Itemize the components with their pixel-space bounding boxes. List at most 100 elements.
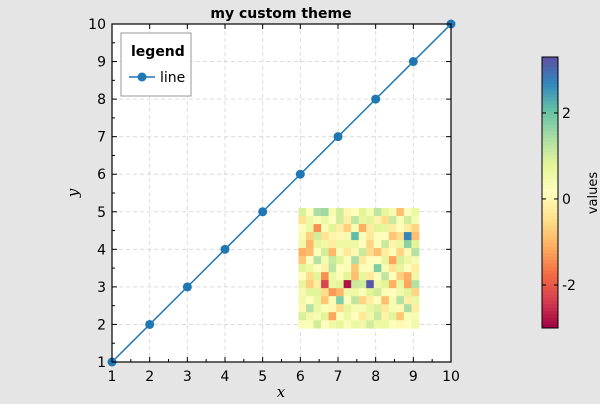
heatmap-cell — [411, 288, 420, 297]
data-point — [333, 132, 343, 142]
heatmap-cell — [321, 320, 329, 329]
colorbar-segment — [542, 185, 558, 190]
heatmap-cell — [351, 320, 360, 329]
heatmap-cell — [351, 240, 360, 249]
heatmap-cell — [305, 264, 314, 273]
heatmap-cell — [313, 280, 322, 289]
heatmap-cell — [411, 304, 420, 313]
colorbar: 2 0 -2 — [541, 56, 576, 329]
heatmap-cell — [396, 224, 405, 233]
heatmap-cell — [328, 224, 337, 233]
heatmap-cell — [343, 216, 352, 225]
heatmap-cell — [351, 208, 360, 217]
heatmap-cell — [381, 208, 390, 217]
heatmap-cell — [381, 240, 390, 249]
colorbar-label: values — [586, 172, 600, 215]
heatmap-cell — [313, 296, 322, 305]
heatmap-cell — [358, 272, 367, 281]
heatmap-cell — [403, 216, 412, 225]
colorbar-segment — [542, 239, 558, 244]
legend-marker — [137, 72, 147, 82]
legend-title: legend — [131, 44, 185, 60]
heatmap-cell — [358, 256, 367, 265]
y-tick-label: 4 — [97, 242, 106, 258]
heatmap-cell — [313, 208, 322, 217]
colorbar-segment — [542, 206, 558, 210]
heatmap-cell — [381, 248, 390, 257]
heatmap-cell — [396, 312, 405, 321]
heatmap-cell — [366, 296, 375, 305]
heatmap-cell — [305, 216, 314, 225]
legend: legend line — [120, 32, 192, 97]
heatmap-cell — [403, 296, 412, 305]
heatmap-cell — [396, 232, 405, 241]
heatmap-cell — [328, 240, 337, 249]
heatmap-cell — [411, 296, 420, 305]
heatmap-cell — [396, 272, 405, 281]
colorbar-tick-label: -2 — [562, 278, 576, 294]
y-tick-label: 3 — [97, 280, 106, 296]
heatmap-cell — [403, 240, 412, 249]
heatmap-cell — [343, 264, 352, 273]
legend-entry-line: line — [160, 70, 185, 86]
heatmap-cell — [358, 216, 367, 225]
heatmap-cell — [396, 288, 405, 297]
heatmap-cell — [388, 248, 397, 257]
colorbar-segment — [542, 267, 558, 271]
colorbar-segment — [542, 94, 558, 99]
colorbar-segment — [542, 246, 558, 251]
heatmap-cell — [298, 312, 307, 321]
heatmap-cell — [373, 248, 382, 257]
heatmap-cell — [373, 304, 382, 313]
heatmap-cell — [388, 224, 397, 233]
heatmap-cell — [336, 320, 345, 329]
heatmap-cell — [305, 296, 314, 305]
colorbar-segment — [542, 178, 558, 183]
colorbar-segment — [542, 209, 558, 214]
heatmap-cell — [373, 224, 382, 233]
heatmap-cell — [351, 248, 360, 257]
heatmap-cell — [388, 240, 397, 249]
colorbar-segment — [542, 297, 558, 302]
heatmap-cell — [373, 256, 382, 265]
heatmap-cell — [313, 256, 322, 265]
heatmap-cell — [298, 208, 307, 217]
heatmap-cell — [358, 296, 367, 305]
heatmap-cell — [381, 216, 390, 225]
x-tick-label: 2 — [145, 369, 154, 385]
heatmap-cell — [388, 272, 397, 281]
heatmap-cell — [298, 280, 307, 289]
heatmap-cell — [305, 248, 314, 257]
heatmap-cell — [358, 224, 367, 233]
colorbar-segment — [542, 212, 558, 217]
colorbar-segment — [542, 77, 558, 82]
heatmap-cell — [328, 320, 337, 329]
heatmap-cell — [298, 216, 307, 225]
heatmap-cell — [305, 304, 314, 313]
heatmap-cell — [411, 216, 420, 225]
heatmap-cell — [381, 288, 390, 297]
heatmap — [298, 208, 420, 329]
x-tick-label: 5 — [258, 369, 267, 385]
colorbar-segment — [542, 175, 558, 180]
heatmap-cell — [328, 248, 337, 257]
heatmap-cell — [381, 232, 390, 241]
heatmap-cell — [396, 216, 405, 225]
colorbar-segment — [542, 60, 558, 65]
heatmap-cell — [343, 320, 352, 329]
axis-ticks: 1 2 3 4 5 6 7 8 9 10 1 2 3 4 5 6 7 8 9 10 — [88, 17, 460, 385]
heatmap-cell — [403, 272, 412, 281]
x-tick-label: 1 — [108, 369, 117, 385]
heatmap-cell — [366, 248, 375, 257]
heatmap-cell — [358, 264, 367, 273]
colorbar-segment — [542, 148, 558, 153]
heatmap-cell — [328, 256, 337, 265]
heatmap-cell — [351, 296, 360, 305]
colorbar-segment — [542, 87, 558, 92]
heatmap-cell — [336, 232, 345, 241]
heatmap-cell — [403, 320, 412, 329]
heatmap-cell — [388, 256, 397, 265]
colorbar-segment — [542, 243, 558, 248]
heatmap-cell — [305, 272, 314, 281]
